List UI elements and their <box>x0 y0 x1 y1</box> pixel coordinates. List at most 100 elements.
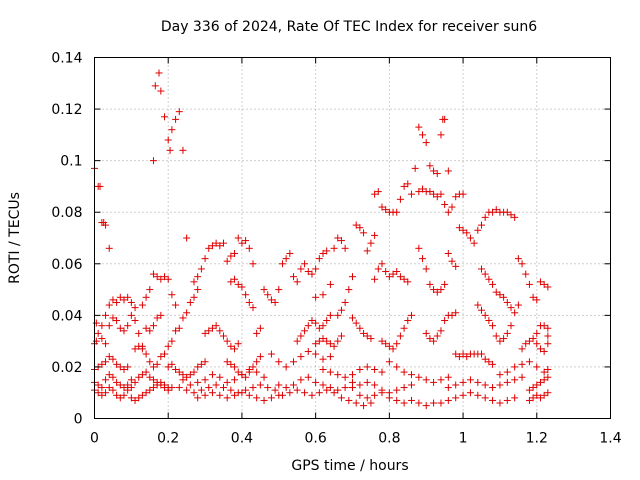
data-point <box>124 293 132 301</box>
data-point <box>286 249 294 257</box>
data-point <box>485 275 493 283</box>
data-point <box>164 386 172 394</box>
data-point <box>312 378 320 386</box>
data-point <box>293 278 301 286</box>
data-point <box>98 322 106 330</box>
data-point <box>496 291 504 299</box>
data-point <box>208 242 216 250</box>
data-point <box>113 360 121 368</box>
data-point <box>522 340 530 348</box>
data-point <box>312 350 320 358</box>
data-point <box>183 386 191 394</box>
data-point <box>142 293 150 301</box>
data-point <box>385 394 393 402</box>
data-point <box>102 311 110 319</box>
data-point <box>525 396 533 404</box>
data-point <box>116 363 124 371</box>
data-point <box>356 366 364 374</box>
data-point <box>94 381 102 389</box>
data-point <box>175 324 183 332</box>
data-point <box>153 378 161 386</box>
data-point <box>352 399 360 407</box>
data-point <box>430 399 438 407</box>
data-point <box>485 317 493 325</box>
data-point <box>223 257 231 265</box>
data-point <box>378 203 386 211</box>
data-point <box>341 298 349 306</box>
data-point <box>227 278 235 286</box>
data-point <box>441 317 449 325</box>
data-point <box>249 384 257 392</box>
data-point <box>507 211 515 219</box>
data-point <box>356 324 364 332</box>
data-point <box>275 381 283 389</box>
data-point <box>529 335 537 343</box>
data-point <box>389 345 397 353</box>
data-point <box>109 296 117 304</box>
data-point <box>138 301 146 309</box>
data-point <box>194 286 202 294</box>
data-point <box>142 368 150 376</box>
data-point <box>393 396 401 404</box>
data-point <box>120 296 128 304</box>
data-point <box>496 381 504 389</box>
data-point <box>109 314 117 322</box>
data-point <box>227 386 235 394</box>
data-point <box>326 353 334 361</box>
data-point <box>444 249 452 257</box>
data-point <box>334 234 342 242</box>
data-point <box>312 319 320 327</box>
data-point <box>518 260 526 268</box>
data-point <box>304 373 312 381</box>
data-point <box>326 280 334 288</box>
data-point <box>223 337 231 345</box>
data-point <box>415 244 423 252</box>
data-point <box>463 229 471 237</box>
data-point <box>478 350 485 358</box>
data-point <box>533 329 541 337</box>
data-point <box>393 208 401 216</box>
data-point <box>208 389 216 397</box>
data-point <box>337 237 345 245</box>
data-point <box>168 360 176 368</box>
y-tick-label: 0.08 <box>51 205 82 221</box>
data-point <box>363 247 371 255</box>
data-point <box>138 371 146 379</box>
data-point <box>102 389 110 397</box>
data-point <box>385 358 393 366</box>
data-point <box>503 378 511 386</box>
data-point <box>131 396 139 404</box>
data-point <box>481 311 489 319</box>
x-axis-label: GPS time / hours <box>291 458 408 474</box>
data-point <box>94 329 102 337</box>
data-point <box>208 371 216 379</box>
data-point <box>430 190 438 198</box>
data-point <box>326 340 334 348</box>
data-point <box>371 275 379 283</box>
data-point <box>400 368 408 376</box>
data-point <box>415 188 423 196</box>
data-point <box>522 270 530 278</box>
data-point <box>503 298 511 306</box>
data-point <box>146 373 154 381</box>
data-point <box>157 381 165 389</box>
data-point <box>352 221 360 229</box>
data-point <box>245 368 253 376</box>
data-point <box>179 314 187 322</box>
data-point <box>105 244 113 252</box>
data-point <box>138 391 146 399</box>
data-point <box>452 193 460 201</box>
data-point <box>238 239 246 247</box>
data-point <box>518 345 526 353</box>
data-point <box>149 384 157 392</box>
data-point <box>116 324 124 332</box>
data-point <box>356 224 364 232</box>
data-point <box>525 337 533 345</box>
data-point <box>297 332 305 340</box>
data-point <box>422 139 430 147</box>
data-point <box>400 399 408 407</box>
data-point <box>105 371 113 379</box>
data-point <box>330 389 338 397</box>
data-point <box>290 273 298 281</box>
data-point <box>234 340 242 348</box>
